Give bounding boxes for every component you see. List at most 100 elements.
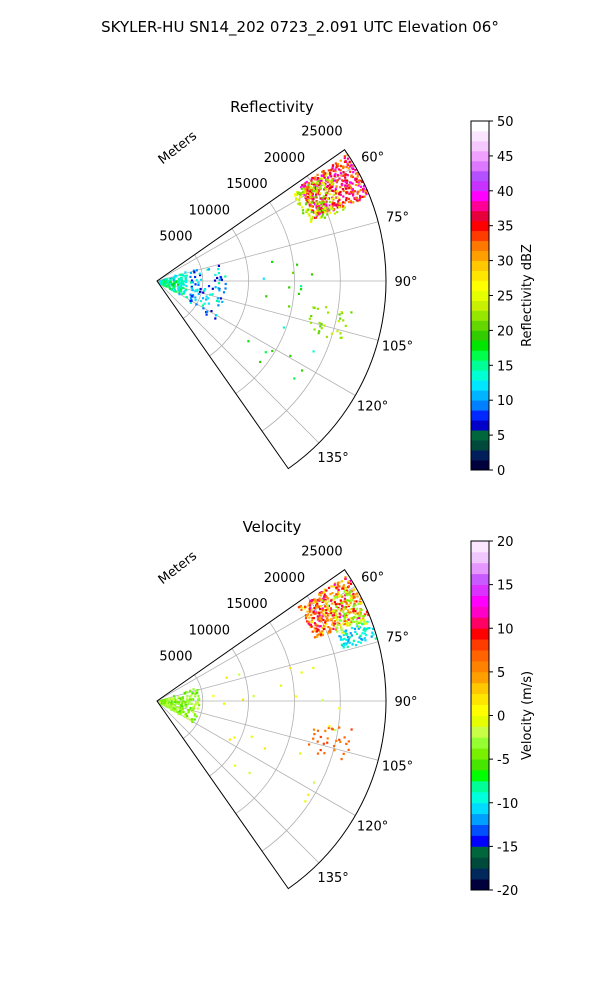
echo-cell	[350, 621, 353, 624]
echo-cell	[202, 307, 205, 310]
echo-cell	[166, 280, 169, 283]
echo-cell	[309, 208, 312, 211]
echo-cell	[316, 200, 319, 203]
echo-cell	[349, 165, 352, 168]
echo-cell	[342, 646, 345, 649]
echo-cell	[184, 712, 188, 715]
angle-tick-label: 90°	[394, 275, 417, 290]
echo-cell	[192, 688, 195, 691]
colorbar-tick-label: 15	[497, 579, 514, 594]
echo-cell	[317, 213, 320, 216]
echo-cell	[309, 217, 312, 220]
echo-cell	[294, 194, 297, 197]
echo-cell	[316, 181, 319, 184]
echo-cell	[297, 192, 300, 195]
echo-cell	[307, 793, 310, 796]
echo-cell	[332, 182, 335, 185]
echo-cell	[197, 292, 200, 296]
echo-cell	[332, 621, 335, 624]
echo-cell	[197, 694, 200, 697]
echo-cell	[371, 631, 374, 634]
echo-cell	[330, 612, 333, 615]
echo-cell	[346, 642, 349, 645]
echo-cell	[316, 752, 320, 755]
echo-cell	[308, 610, 311, 613]
echo-cell	[162, 701, 165, 704]
echo-cell	[332, 627, 335, 630]
echo-cell	[308, 616, 311, 619]
echo-cell	[357, 184, 360, 187]
echo-cell	[186, 697, 189, 700]
echo-cell	[325, 619, 328, 623]
echo-cell	[314, 600, 317, 603]
echo-cell	[178, 287, 181, 290]
echo-cell	[321, 699, 324, 702]
echo-cell	[351, 599, 354, 602]
echo-cell	[345, 622, 349, 625]
echo-cell	[347, 580, 350, 583]
echo-cell	[349, 608, 352, 611]
echo-cell	[180, 285, 183, 288]
echo-cell	[307, 184, 310, 187]
echo-cell	[323, 324, 326, 327]
echo-cell	[177, 696, 180, 699]
echo-cell	[169, 287, 172, 290]
echo-cell	[342, 205, 345, 208]
echo-cell	[195, 269, 198, 272]
echo-cell	[362, 187, 366, 190]
echo-cell	[162, 699, 165, 702]
echo-cell	[331, 201, 334, 204]
echo-cell	[327, 630, 330, 633]
echo-cell	[337, 588, 340, 591]
echo-cell	[216, 299, 219, 302]
echo-cell	[327, 604, 330, 607]
echo-cell	[170, 277, 173, 280]
echo-cell	[333, 202, 336, 205]
echo-cell	[325, 596, 328, 599]
echo-cell	[342, 201, 345, 204]
echo-cell	[197, 697, 201, 700]
echo-cell	[319, 192, 322, 195]
echo-cell	[318, 625, 321, 628]
range-ring	[183, 674, 204, 739]
echo-cell	[337, 590, 340, 593]
echo-cell	[324, 188, 327, 191]
echo-cell	[311, 181, 314, 184]
echo-cell	[327, 179, 330, 182]
echo-cell	[342, 608, 345, 611]
echo-cell	[178, 279, 181, 282]
echo-cell	[363, 195, 366, 198]
echo-cell	[343, 587, 346, 590]
echo-cell	[336, 617, 339, 620]
echo-cell	[336, 621, 339, 624]
echo-cell	[317, 633, 321, 636]
echo-cell	[311, 176, 314, 180]
echo-cell	[302, 212, 305, 215]
echo-cell	[233, 736, 236, 739]
echo-cell	[298, 199, 301, 202]
echo-cell	[325, 623, 328, 626]
echo-cell	[297, 191, 300, 194]
echo-cell	[197, 281, 200, 284]
colorbar-band	[471, 682, 489, 695]
echo-cell	[195, 715, 198, 718]
echo-cell	[308, 602, 311, 605]
echo-cell	[302, 190, 305, 193]
range-ring	[209, 228, 249, 357]
echo-cell	[360, 608, 363, 611]
echo-cell	[321, 633, 324, 637]
colorbar-band	[471, 121, 489, 132]
echo-cell	[220, 278, 223, 281]
echo-cell	[352, 605, 355, 608]
echo-cell	[288, 305, 291, 308]
echo-cell	[194, 714, 197, 717]
echo-cell	[172, 707, 175, 710]
echo-cell	[311, 216, 314, 219]
echo-cell	[349, 199, 352, 202]
echo-cell	[315, 216, 318, 219]
echo-cell	[185, 279, 188, 282]
echo-cell	[344, 577, 347, 580]
echo-cell	[328, 200, 331, 204]
echo-cell	[301, 369, 304, 372]
echo-cell	[177, 707, 180, 710]
